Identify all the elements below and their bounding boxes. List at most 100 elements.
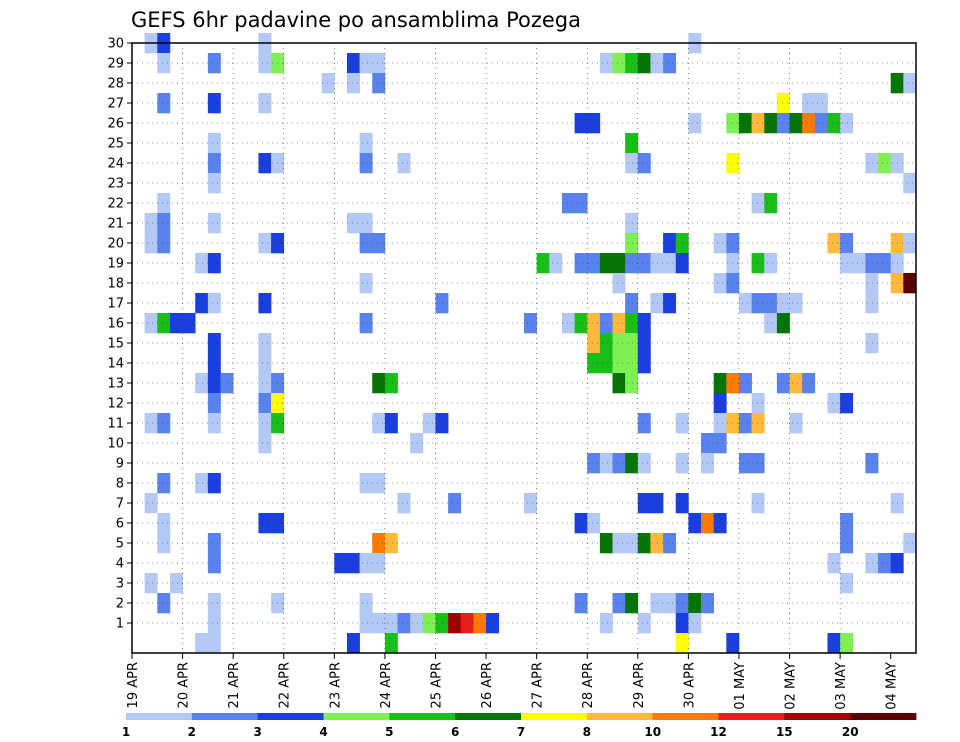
heatmap-cell — [372, 553, 386, 574]
heatmap-cell — [359, 613, 373, 634]
y-tick-label: 14 — [107, 357, 124, 372]
heatmap-cell — [372, 373, 386, 394]
heatmap-cell — [258, 433, 272, 454]
heatmap-cell — [359, 593, 373, 614]
heatmap-cell — [903, 233, 917, 254]
heatmap-cell — [713, 373, 727, 394]
heatmap-cell — [435, 413, 449, 434]
heatmap-cell — [663, 593, 677, 614]
heatmap-cell — [625, 313, 639, 334]
heatmap-cell — [258, 513, 272, 534]
heatmap-cell — [663, 53, 677, 74]
heatmap-cell — [599, 253, 613, 274]
legend-swatch — [521, 713, 588, 720]
heatmap-cell — [207, 613, 221, 634]
legend-swatch — [586, 713, 654, 720]
heatmap-cell — [713, 393, 727, 414]
heatmap-cell — [865, 453, 879, 474]
heatmap-cell — [878, 253, 892, 274]
heatmap-cell — [612, 313, 626, 334]
heatmap-cell — [561, 313, 575, 334]
heatmap-cell — [587, 353, 601, 374]
heatmap-cell — [372, 233, 386, 254]
y-tick-label: 21 — [107, 217, 124, 232]
legend-swatch — [126, 713, 193, 720]
heatmap-cell — [144, 493, 158, 514]
heatmap-cell — [637, 413, 651, 434]
heatmap-cell — [207, 173, 221, 194]
heatmap-cell — [852, 253, 866, 274]
heatmap-cell — [258, 233, 272, 254]
heatmap-cell — [372, 53, 386, 74]
y-tick-label: 18 — [107, 277, 124, 292]
y-tick-label: 6 — [116, 517, 124, 532]
heatmap-cell — [258, 413, 272, 434]
heatmap-cell — [561, 193, 575, 214]
heatmap-cell — [599, 313, 613, 334]
heatmap-cell — [625, 133, 639, 154]
y-tick-label: 16 — [107, 317, 124, 332]
heatmap-cell — [637, 453, 651, 474]
y-tick-label: 2 — [116, 597, 124, 612]
heatmap-cell — [372, 613, 386, 634]
heatmap-cell — [625, 213, 639, 234]
heatmap-cell — [359, 553, 373, 574]
heatmap-cell — [195, 253, 209, 274]
x-tick-label: 20 APR — [177, 662, 192, 708]
heatmap-cell — [157, 313, 171, 334]
heatmap-cell — [397, 493, 411, 514]
heatmap-cell — [144, 573, 158, 594]
heatmap-cell — [637, 53, 651, 74]
heatmap-cell — [625, 53, 639, 74]
y-tick-label: 1 — [116, 617, 124, 632]
y-tick-label: 28 — [107, 77, 124, 92]
legend-label: 7 — [517, 725, 525, 739]
heatmap-cell — [346, 53, 360, 74]
y-tick-label: 23 — [107, 177, 124, 192]
heatmap-cell — [625, 293, 639, 314]
heatmap-cell — [675, 633, 689, 654]
legend-swatch — [191, 713, 259, 720]
y-tick-label: 4 — [116, 557, 124, 572]
heatmap-cell — [625, 333, 639, 354]
heatmap-cell — [587, 333, 601, 354]
y-tick-label: 15 — [107, 337, 124, 352]
heatmap-cell — [346, 73, 360, 94]
y-tick-label: 30 — [107, 37, 124, 52]
heatmap-cell — [258, 353, 272, 374]
heatmap-cell — [827, 553, 841, 574]
heatmap-cell — [574, 593, 588, 614]
heatmap-cell — [738, 293, 752, 314]
heatmap-cell — [663, 293, 677, 314]
heatmap-cell — [157, 93, 171, 114]
heatmap-cell — [814, 113, 828, 134]
legend-label: 10 — [644, 725, 661, 739]
heatmap-cell — [840, 633, 854, 654]
heatmap-cell — [625, 533, 639, 554]
heatmap-cell — [827, 233, 841, 254]
y-tick-label: 11 — [107, 417, 124, 432]
heatmap-cell — [359, 273, 373, 294]
legend-label: 4 — [319, 725, 327, 739]
legend-swatch — [257, 713, 324, 720]
grid-lines — [132, 42, 916, 653]
heatmap-cell — [789, 413, 803, 434]
legend-swatch — [455, 713, 522, 720]
heatmap-cell — [359, 53, 373, 74]
heatmap-cell — [637, 333, 651, 354]
heatmap-cell — [587, 513, 601, 534]
legend-swatch — [652, 713, 719, 720]
heatmap-cell — [637, 493, 651, 514]
heatmap-cell — [802, 113, 816, 134]
heatmap-cell — [751, 413, 765, 434]
heatmap-cell — [207, 353, 221, 374]
heatmap-cell — [713, 273, 727, 294]
heatmap-cell — [751, 393, 765, 414]
heatmap-cell — [827, 633, 841, 654]
heatmap-cell — [258, 153, 272, 174]
heatmap-cell — [207, 213, 221, 234]
heatmap-cell — [435, 613, 449, 634]
legend-label: 20 — [842, 725, 859, 739]
legend-label: 8 — [583, 725, 591, 739]
y-tick-label: 10 — [107, 437, 124, 452]
